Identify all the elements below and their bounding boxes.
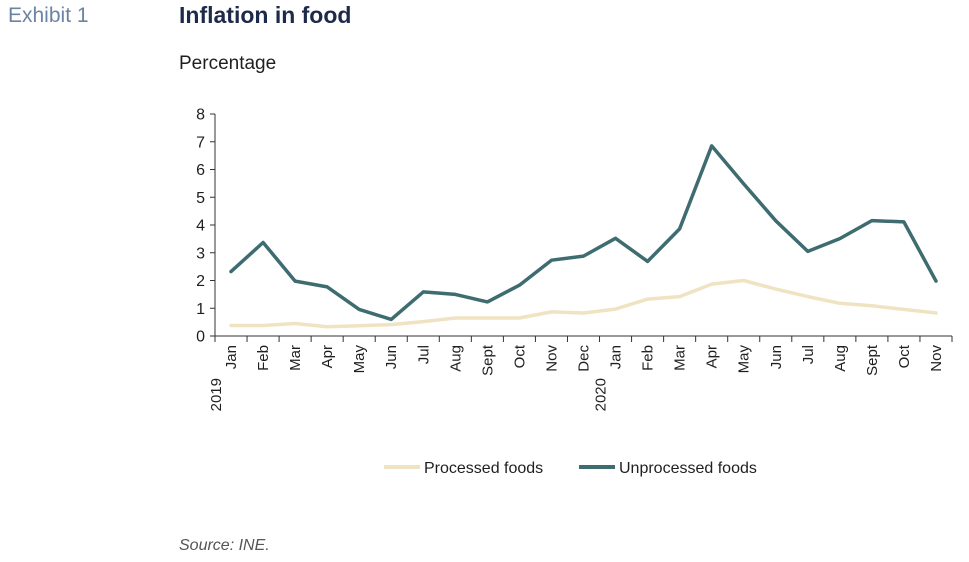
y-tick-label: 6 — [196, 162, 205, 179]
legend-label: Processed foods — [424, 460, 543, 477]
x-tick-label: Jan — [608, 345, 625, 369]
chart-series — [229, 144, 938, 329]
y-tick-label: 4 — [196, 218, 205, 235]
x-tick-label: Jul — [800, 345, 817, 364]
y-tick-label: 7 — [196, 134, 205, 151]
x-tick-label: Feb — [255, 345, 272, 371]
y-tick-label: 0 — [196, 329, 205, 346]
x-tick-label: Jun — [768, 345, 785, 369]
y-tick-label: 8 — [196, 107, 205, 124]
chart-subtitle: Percentage — [179, 53, 277, 74]
x-tick-label: May — [736, 345, 753, 374]
y-tick-label: 1 — [196, 301, 205, 318]
x-tick-label: Jul — [415, 345, 432, 364]
series-line-processed-foods — [229, 278, 938, 329]
x-tick-label: Apr — [319, 345, 336, 368]
chart-legend: Processed foods Unprocessed foods — [384, 460, 757, 477]
y-tick-label: 3 — [196, 245, 205, 262]
x-tick-label: May — [351, 345, 368, 374]
x-tick-label: Jan — [223, 345, 240, 369]
y-tick-label: 2 — [196, 273, 205, 290]
x-tick-label: Dec — [576, 345, 593, 372]
chart-axes: 0 1 2 3 4 5 6 7 8 Jan Feb Mar Apr May Jun Jul Aug Sept Oct… — [196, 107, 953, 411]
x-tick-label: Oct — [511, 344, 528, 368]
x-tick-label: Apr — [704, 345, 721, 368]
legend-label: Unprocessed foods — [619, 460, 757, 477]
x-tick-label: Oct — [896, 344, 913, 368]
x-tick-label: Sept — [864, 344, 881, 376]
x-tick-label: Sept — [479, 344, 496, 376]
series-line-unprocessed-foods — [229, 144, 938, 322]
x-tick-label: Nov — [928, 345, 945, 372]
x-tick-label: Aug — [447, 345, 464, 372]
chart-title: Inflation in food — [179, 2, 352, 28]
x-tick-label: Jun — [383, 345, 400, 369]
exhibit-label: Exhibit 1 — [8, 4, 89, 27]
x-tick-label: Feb — [640, 345, 657, 371]
x-tick-label: Mar — [287, 345, 304, 371]
source-note: Source: INE. — [179, 537, 270, 554]
year-label: 2020 — [593, 378, 610, 411]
x-tick-label: Mar — [672, 345, 689, 371]
x-tick-label: Aug — [832, 345, 849, 372]
year-label: 2019 — [208, 378, 225, 411]
x-tick-label: Nov — [543, 345, 560, 372]
y-tick-label: 5 — [196, 190, 205, 207]
